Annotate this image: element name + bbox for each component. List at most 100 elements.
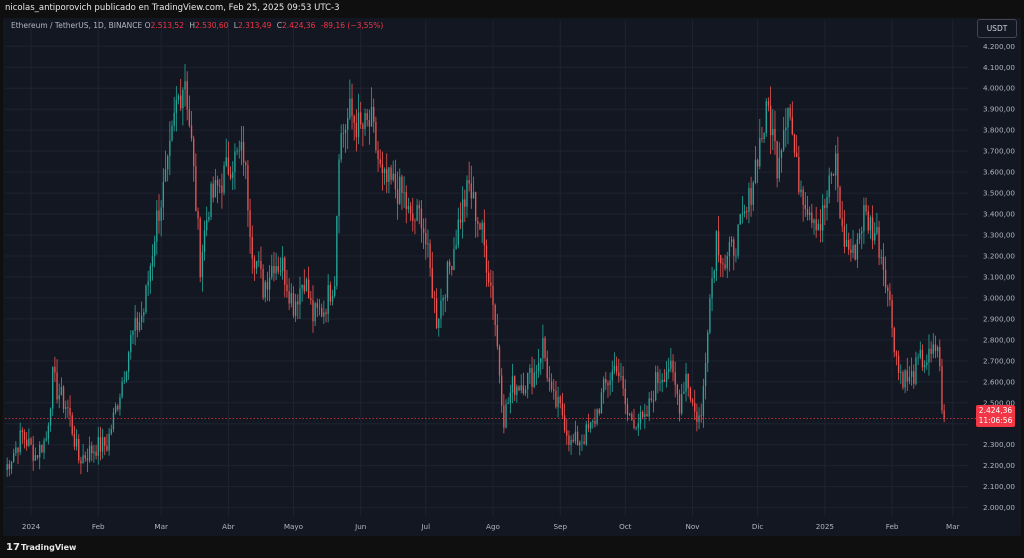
candle-body [837, 153, 839, 188]
candle-body [88, 445, 91, 461]
candle-body [559, 396, 561, 404]
candle-body [607, 382, 609, 386]
candle-body [759, 138, 761, 167]
candle-body [245, 162, 247, 166]
candle-body [843, 226, 846, 247]
candle-body [399, 176, 401, 204]
tradingview-brand[interactable]: TradingView [21, 543, 77, 552]
candle-body [427, 243, 429, 245]
candle-body [915, 357, 917, 384]
candle-body [765, 101, 767, 134]
candle-body [633, 420, 635, 428]
currency-button[interactable]: USDT [977, 19, 1017, 38]
candle-body [262, 269, 264, 298]
candle-body [655, 372, 657, 401]
candle-body [776, 141, 778, 179]
candle-body [852, 244, 854, 253]
candle-body [754, 159, 757, 183]
candle-body [136, 317, 138, 330]
candle-body [416, 205, 418, 221]
candle-body [542, 337, 544, 359]
candle-body [147, 281, 149, 286]
candle-body [149, 266, 151, 282]
candle-body [117, 405, 119, 410]
y-tick-label: 3.000,00 [983, 293, 1015, 302]
candle-body [835, 153, 837, 176]
x-tick-label: Ago [486, 522, 500, 531]
candle-body [453, 248, 455, 271]
candle-body [91, 445, 93, 454]
tradingview-logo-icon[interactable]: 17 [6, 542, 20, 553]
candle-body [370, 106, 373, 127]
candle-body [470, 183, 472, 199]
candle-body [58, 395, 60, 400]
open-label: O [144, 21, 151, 30]
candle-body [294, 301, 297, 316]
candle-body [490, 282, 492, 286]
candle-body [858, 233, 861, 240]
candle-body [127, 352, 130, 372]
candle-body [726, 256, 728, 269]
candle-body [900, 372, 902, 373]
candle-body [41, 444, 43, 453]
candle-body [887, 287, 889, 291]
candle-body [882, 256, 885, 270]
candle-body [845, 239, 848, 247]
candle-body [401, 176, 403, 193]
candle-body [600, 392, 603, 414]
candle-body [730, 239, 733, 243]
candle-body [457, 219, 459, 245]
candle-body [433, 298, 436, 299]
candle-body [101, 437, 104, 452]
candle-body [162, 181, 165, 208]
candle-body [334, 286, 336, 296]
candle-body [681, 393, 683, 414]
candle-body [691, 399, 694, 403]
price-axis[interactable]: 2.000,002.100,002.200,002.300,002.400,00… [983, 42, 1015, 512]
candle-body [15, 447, 17, 454]
candle-body [926, 362, 928, 366]
candle-body [817, 223, 820, 231]
candle-body [444, 297, 446, 299]
time-axis[interactable]: 2024 Feb Mar Abr Mayo Jun Jul Ago Sep Oct Nov Dic 20… [22, 522, 960, 531]
candle-body [709, 298, 711, 333]
candle-body [761, 138, 763, 139]
low-value: 2.313,49 [237, 21, 272, 30]
candle-body [878, 227, 880, 258]
candle-body [524, 389, 527, 394]
candle-body [338, 159, 340, 217]
candle-body [6, 464, 8, 471]
candle-body [676, 384, 679, 395]
candle-body [774, 128, 776, 142]
candle-body [373, 106, 375, 122]
candle-body [284, 257, 286, 285]
candle-body [264, 282, 266, 298]
candle-body [19, 430, 21, 453]
candle-body [509, 392, 512, 403]
candle-body [618, 372, 620, 377]
candle-body [828, 175, 830, 198]
candle-body [17, 447, 19, 453]
candle-body [357, 112, 360, 138]
candle-body [431, 268, 433, 299]
candle-body [806, 208, 809, 216]
candle-body [908, 376, 911, 382]
candle-body [683, 391, 685, 394]
candle-body [260, 260, 262, 270]
candle-body [459, 219, 462, 223]
candle-body [36, 455, 39, 458]
candle-body [544, 337, 546, 358]
candle-body [624, 388, 626, 405]
candle-body [769, 105, 772, 136]
candle-body [212, 183, 214, 198]
candle-body [722, 263, 724, 265]
candle-body [707, 332, 709, 363]
candle-body [281, 257, 284, 271]
candle-body [815, 219, 817, 231]
candle-body [104, 437, 106, 446]
candle-body [641, 412, 644, 417]
candle-body [704, 362, 707, 387]
candle-body [598, 409, 600, 414]
candle-body [318, 307, 321, 309]
